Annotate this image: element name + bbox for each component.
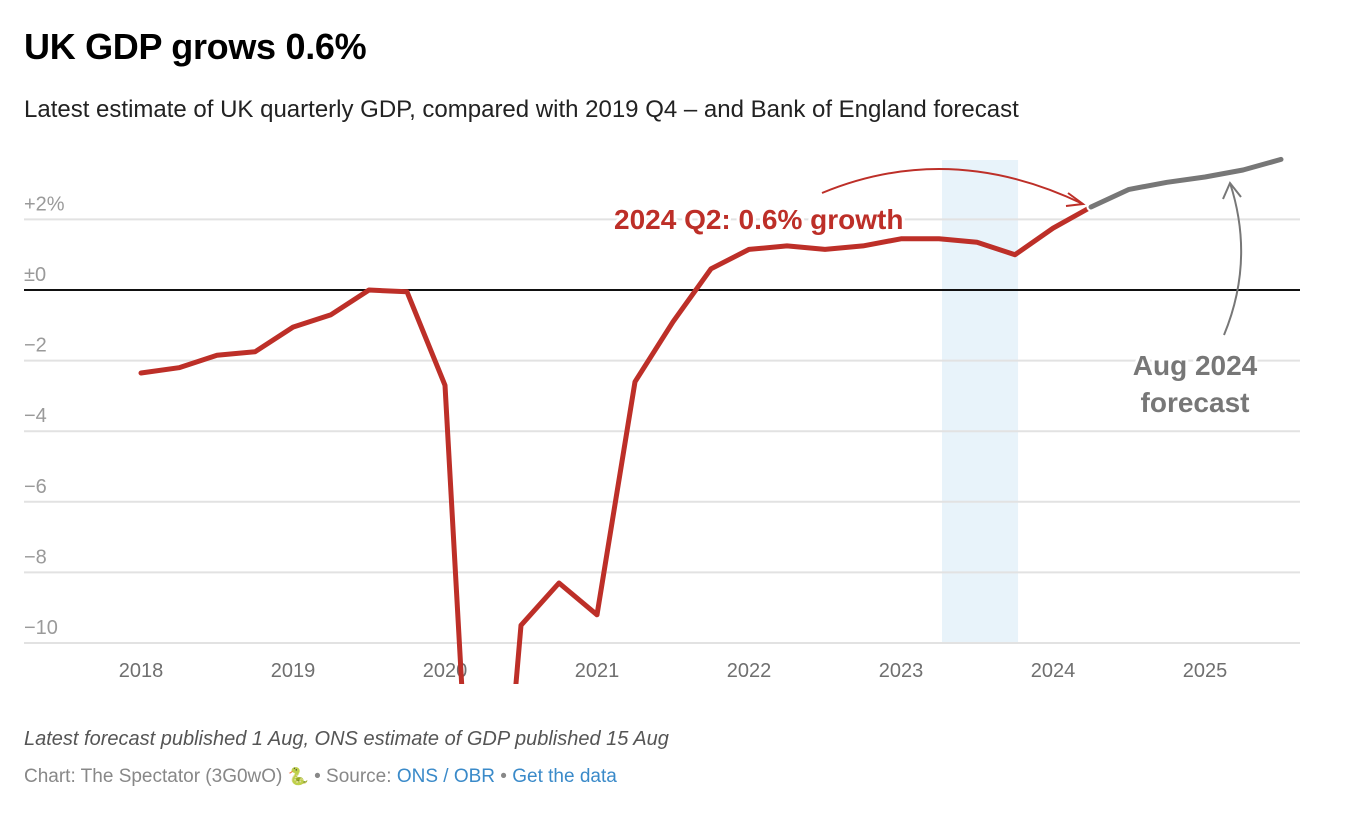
y-tick-label: ±0 [24, 264, 46, 286]
growth-arrow [821, 168, 1084, 205]
y-tick-label: −6 [24, 476, 47, 498]
get-data-link[interactable]: Get the data [512, 766, 617, 787]
y-tick-label: +2% [24, 193, 65, 215]
credit-text: Chart: The Spectator (3G0wO) [24, 766, 283, 787]
separator: • [500, 766, 507, 787]
x-tick-label: 2018 [119, 660, 164, 682]
growth-annotation: 2024 Q2: 0.6% growth [614, 204, 903, 235]
source-label: Source: [326, 766, 392, 787]
chart-subtitle: Latest estimate of UK quarterly GDP, com… [24, 96, 1019, 123]
y-tick-label: −4 [24, 405, 47, 427]
x-tick-label: 2025 [1183, 660, 1228, 682]
footer-note: Latest forecast published 1 Aug, ONS est… [24, 728, 669, 750]
shaded-period [942, 160, 1019, 643]
y-tick-label: −8 [24, 546, 47, 568]
x-tick-label: 2020 [423, 660, 468, 682]
ons-estimate-line [138, 204, 1094, 684]
x-tick-label: 2019 [271, 660, 316, 682]
growth-arrowhead-icon [1065, 192, 1086, 207]
x-tick-label: 2024 [1031, 660, 1076, 682]
chart-title: UK GDP grows 0.6% [24, 26, 367, 67]
x-tick-label: 2022 [727, 660, 772, 682]
snake-icon: 🐍 [287, 767, 309, 786]
forecast-line [1088, 156, 1284, 210]
x-tick-label: 2021 [575, 660, 620, 682]
separator: • [314, 766, 321, 787]
forecast-annotation-line: forecast [1141, 387, 1250, 418]
forecast-annotation-line: Aug 2024 [1133, 350, 1258, 381]
forecast-arrowhead-icon [1222, 181, 1242, 200]
y-tick-label: −10 [24, 617, 58, 639]
forecast-arrow [1223, 182, 1243, 336]
footer-credit: Chart: The Spectator (3G0wO) 🐍 • Source:… [24, 766, 617, 788]
source-link[interactable]: ONS / OBR [396, 766, 495, 787]
x-tick-label: 2023 [879, 660, 924, 682]
y-tick-label: −2 [24, 335, 47, 357]
